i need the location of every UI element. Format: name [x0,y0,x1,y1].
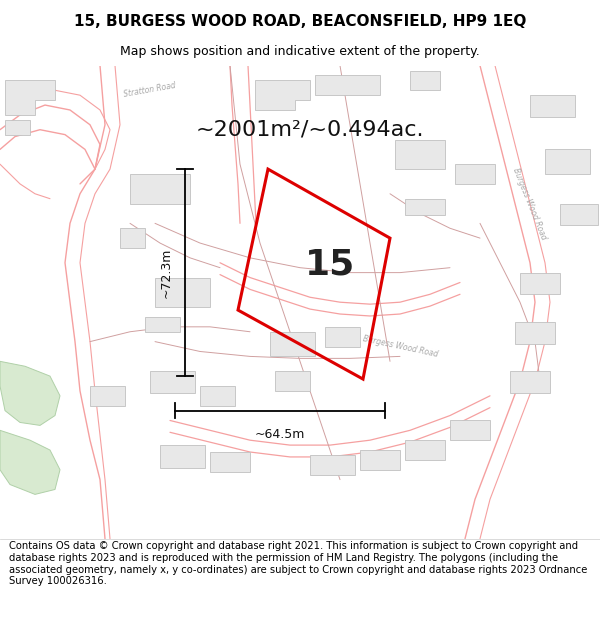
Polygon shape [450,421,490,440]
Text: 15, BURGESS WOOD ROAD, BEACONSFIELD, HP9 1EQ: 15, BURGESS WOOD ROAD, BEACONSFIELD, HP9… [74,14,526,29]
Text: ~2001m²/~0.494ac.: ~2001m²/~0.494ac. [196,120,424,140]
Polygon shape [0,431,60,494]
Polygon shape [405,440,445,460]
Polygon shape [5,120,30,134]
Polygon shape [0,361,60,426]
Polygon shape [160,445,205,468]
Text: Burgess Wood Road: Burgess Wood Road [511,166,548,241]
Polygon shape [210,452,250,472]
Text: 15: 15 [305,248,355,281]
Text: ~72.3m: ~72.3m [160,248,173,298]
Polygon shape [200,386,235,406]
Polygon shape [255,81,310,110]
Polygon shape [315,76,380,95]
Text: ~64.5m: ~64.5m [255,428,305,441]
Polygon shape [405,199,445,216]
Polygon shape [325,327,360,346]
Polygon shape [270,332,315,356]
Polygon shape [545,149,590,174]
Text: Burgess Wood Road: Burgess Wood Road [362,334,439,359]
Polygon shape [455,164,495,184]
Polygon shape [5,81,55,115]
Polygon shape [90,386,125,406]
Polygon shape [150,371,195,393]
Polygon shape [520,272,560,294]
Polygon shape [410,71,440,90]
Text: Map shows position and indicative extent of the property.: Map shows position and indicative extent… [120,44,480,58]
Polygon shape [155,278,210,307]
Polygon shape [130,174,190,204]
Polygon shape [510,371,550,393]
Text: Stratton Road: Stratton Road [123,81,177,99]
Text: Contains OS data © Crown copyright and database right 2021. This information is : Contains OS data © Crown copyright and d… [9,541,587,586]
Polygon shape [275,371,310,391]
Polygon shape [530,95,575,117]
Polygon shape [120,228,145,248]
Polygon shape [145,317,180,332]
Polygon shape [310,455,355,474]
Polygon shape [360,450,400,470]
Polygon shape [515,322,555,344]
Polygon shape [560,204,598,225]
Polygon shape [395,139,445,169]
